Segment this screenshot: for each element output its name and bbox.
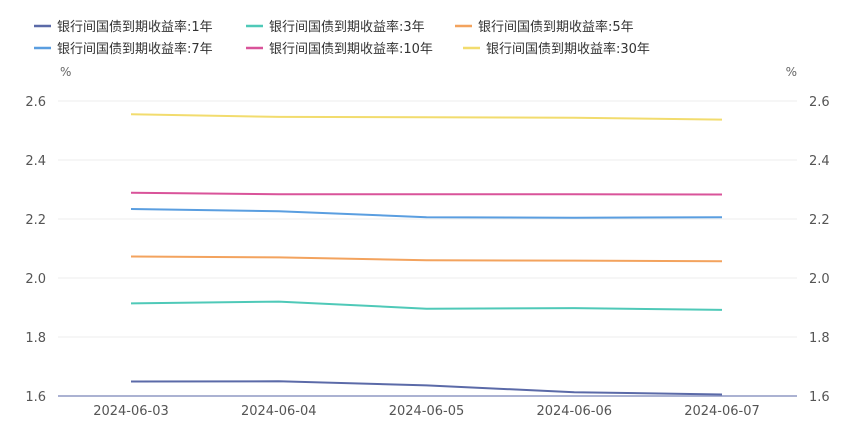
legend-item[interactable]: 银行间国债到期收益率:3年 [246, 19, 425, 35]
y-tick-label-right: 2.6 [809, 95, 830, 110]
legend-item[interactable]: 银行间国债到期收益率:30年 [463, 41, 650, 57]
series-line-1 [130, 300, 723, 311]
y-tick-label-left: 1.6 [25, 390, 46, 405]
y-tick-label-left: 2.6 [25, 95, 46, 110]
legend-label: 银行间国债到期收益率:30年 [486, 41, 650, 57]
y-tick-label-right: 1.8 [809, 331, 830, 346]
y-tick-label-left: 1.8 [25, 331, 46, 346]
legend-label: 银行间国债到期收益率:1年 [57, 19, 213, 35]
series-line-3 [130, 208, 723, 219]
x-tick-label: 2024-06-06 [536, 404, 612, 419]
legend-item[interactable]: 银行间国债到期收益率:7年 [34, 41, 213, 57]
y-tick-label-left: 2.4 [25, 154, 46, 169]
y-axis-left: 1.6 1.8 2.0 2.2 2.4 2.6 [25, 95, 46, 405]
series-line-0 [130, 380, 723, 396]
y-axis-right: 1.6 1.8 2.0 2.2 2.4 2.6 [809, 95, 830, 405]
y-tick-label-left: 2.2 [25, 213, 46, 228]
y-tick-label-right: 2.0 [809, 272, 830, 287]
series-line-5 [130, 113, 723, 121]
legend-item[interactable]: 银行间国债到期收益率:10年 [246, 41, 433, 57]
legend-item[interactable]: 银行间国债到期收益率:5年 [455, 19, 634, 35]
x-tick-label: 2024-06-03 [93, 404, 169, 419]
x-tick-label: 2024-06-04 [241, 404, 317, 419]
y-tick-label-right: 2.4 [809, 154, 830, 169]
legend-label: 银行间国债到期收益率:5年 [478, 19, 634, 35]
y-tick-label-left: 2.0 [25, 272, 46, 287]
legend: 银行间国债到期收益率:1年 银行间国债到期收益率:3年 银行间国债到期收益率:5年银… [34, 19, 650, 57]
legend-label: 银行间国债到期收益率:3年 [269, 19, 425, 35]
series-line-4 [130, 191, 723, 196]
series-line-2 [130, 255, 723, 263]
y-tick-label-right: 1.6 [809, 390, 830, 405]
y-tick-label-right: 2.2 [809, 213, 830, 228]
legend-label: 银行间国债到期收益率:10年 [269, 41, 433, 57]
legend-item[interactable]: 银行间国债到期收益率:1年 [34, 19, 213, 35]
y-axis-unit-left: % [60, 65, 71, 79]
grid-lines [58, 100, 797, 338]
series-lines [130, 113, 723, 396]
y-axis-unit-right: % [786, 65, 797, 79]
x-axis: 2024-06-03 2024-06-04 2024-06-05 2024-06-06… [93, 404, 760, 419]
x-tick-label: 2024-06-07 [684, 404, 760, 419]
legend-label: 银行间国债到期收益率:7年 [57, 41, 213, 57]
x-tick-label: 2024-06-05 [389, 404, 465, 419]
